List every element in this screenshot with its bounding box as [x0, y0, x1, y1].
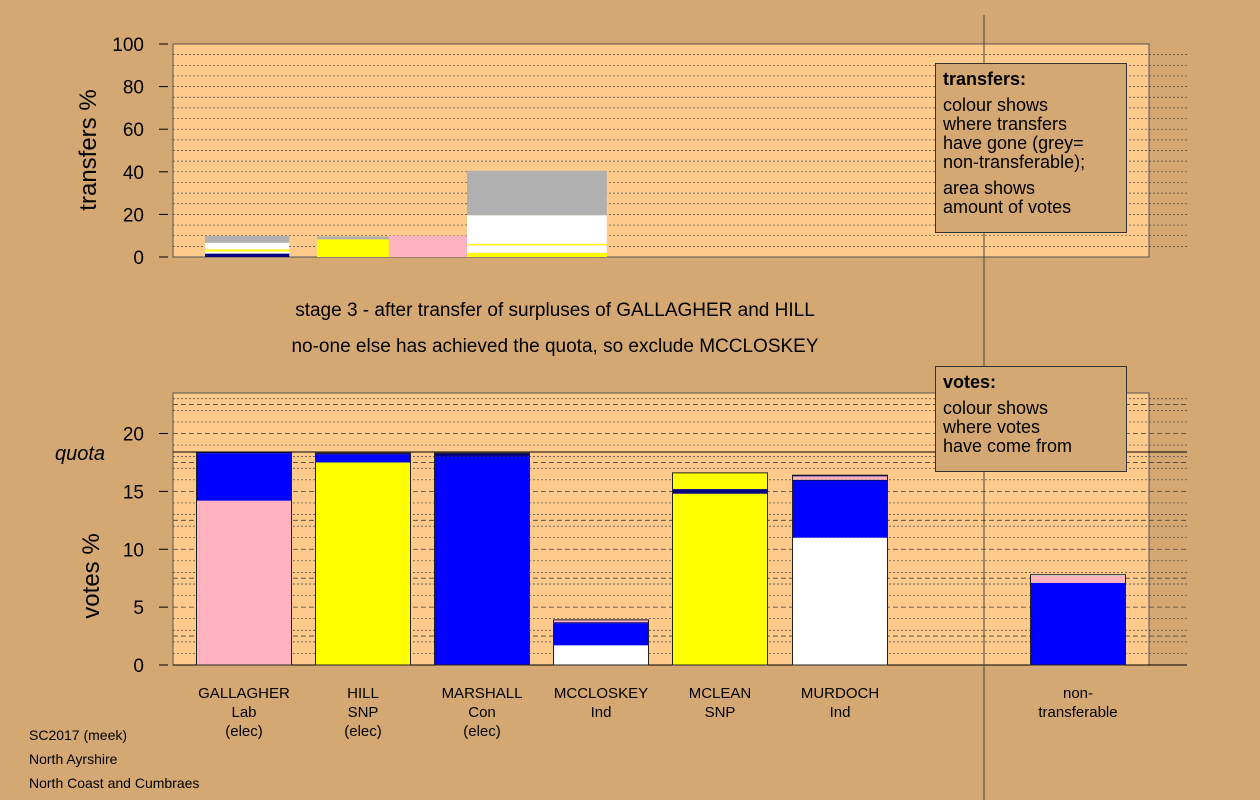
bottom-y-tick-label: 0 [133, 656, 144, 677]
votes-legend-line: where votes [943, 417, 1041, 437]
candidate-label: Ind [591, 704, 612, 721]
candidate-labels: GALLAGHER Lab (elec) HILL SNP (elec) MARSHALL C… [198, 685, 1117, 740]
vote-bar-outline [434, 452, 530, 666]
candidate-label: GALLAGHER [198, 685, 290, 702]
vote-segment [792, 537, 888, 665]
vote-segment [553, 623, 649, 646]
votes-legend-box: votes: colour shows where votes have com… [935, 366, 1127, 472]
transfer-segment [205, 251, 290, 254]
transfer-segment [205, 253, 290, 257]
vote-segment [434, 453, 530, 457]
vote-segment [553, 619, 649, 623]
vote-segment [553, 622, 649, 624]
candidate-label: (elec) [225, 723, 263, 740]
candidate-label: Ind [830, 704, 851, 721]
vote-segment [196, 500, 292, 665]
vote-bar-outline [792, 474, 888, 666]
vote-bars [196, 451, 1126, 666]
vote-bar-outline [553, 619, 649, 666]
vote-segment [315, 453, 411, 455]
candidate-label: SNP [348, 704, 379, 721]
candidate-label: (elec) [463, 723, 501, 740]
top-y-tick-label: 80 [123, 78, 144, 99]
top-y-tick-label: 20 [123, 205, 144, 226]
bottom-y-tick-label: 15 [123, 482, 144, 503]
vote-segment [434, 456, 530, 665]
vote-segment [792, 475, 888, 477]
footer-line: SC2017 (meek) [29, 727, 128, 743]
candidate-label: Con [468, 704, 496, 721]
bottom-y-ticks: 0 5 10 15 20 [123, 425, 168, 677]
candidate-label: Lab [231, 704, 256, 721]
vote-segment [672, 493, 768, 665]
transfers-legend-line: amount of votes [943, 197, 1072, 217]
candidate-label: MURDOCH [801, 685, 879, 702]
vote-segment [315, 454, 411, 463]
nontransferable-label: non- [1063, 685, 1093, 702]
transfer-segment [317, 236, 389, 240]
vote-segment [672, 472, 768, 490]
votes-legend-title: votes: [943, 372, 997, 392]
top-y-tick-label: 40 [123, 163, 144, 184]
vote-bar-outline [315, 452, 411, 666]
votes-legend-line: colour shows [943, 398, 1049, 418]
bottom-y-tick-label: 5 [133, 598, 144, 619]
vote-segment [792, 479, 888, 481]
transfers-legend-line: non-transferable); [943, 152, 1086, 172]
transfers-legend-line: where transfers [943, 114, 1068, 134]
transfer-segment [205, 235, 290, 243]
vote-bar-outline [672, 472, 768, 666]
candidate-label: MCLEAN [689, 685, 752, 702]
top-y-tick-label: 60 [123, 120, 144, 141]
candidate-label: HILL [347, 685, 379, 702]
transfer-segment [467, 170, 607, 216]
transfer-segment [467, 252, 607, 257]
vote-segment [553, 645, 649, 665]
vote-segment [792, 480, 888, 538]
vote-segment [792, 476, 888, 480]
transfer-segment [388, 235, 468, 257]
transfer-segment [317, 239, 389, 257]
vote-segment [1030, 574, 1126, 576]
quota-label: quota [55, 443, 105, 465]
transfers-legend-line: have gone (grey= [943, 133, 1084, 153]
transfers-legend-line: colour shows [943, 95, 1049, 115]
transfer-segment [467, 215, 607, 244]
vote-segment [1030, 582, 1126, 665]
transfer-segment [205, 242, 290, 250]
transfer-segment [205, 249, 290, 252]
transfers-legend-box: transfers: colour shows where transfers … [935, 63, 1127, 233]
top-y-ticks: 0 20 40 60 80 100 [112, 35, 168, 269]
transfer-bars [205, 170, 607, 257]
vote-segment [196, 453, 292, 501]
transfer-segment [467, 243, 607, 246]
transfer-segment [467, 245, 607, 253]
top-y-axis-label: transfers % [75, 89, 102, 210]
candidate-label: MARSHALL [442, 685, 523, 702]
vote-bar-outline [1030, 574, 1126, 666]
transfers-legend-title: transfers: [943, 69, 1027, 89]
transfers-legend-line: area shows [943, 178, 1036, 198]
bottom-y-axis-label: votes % [78, 533, 105, 618]
bottom-panel: 0 5 10 15 20 quota votes % GALLAGHER Lab (elec… [55, 392, 1187, 740]
bottom-y-tick-label: 20 [123, 425, 144, 446]
candidate-label: SNP [705, 704, 736, 721]
vote-segment [1030, 575, 1126, 583]
bottom-y-tick-label: 10 [123, 540, 144, 561]
candidate-label: MCCLOSKEY [554, 685, 648, 702]
votes-legend-line: have come from [943, 436, 1073, 456]
vote-segment [196, 452, 292, 454]
nontransferable-label: transferable [1038, 704, 1117, 721]
vote-segment [672, 489, 768, 494]
top-y-tick-label: 100 [112, 35, 144, 56]
vote-segment [315, 462, 411, 665]
top-y-tick-label: 0 [133, 248, 144, 269]
candidate-label: (elec) [344, 723, 382, 740]
footer-line: North Coast and Cumbraes [29, 775, 200, 791]
footer-line: North Ayrshire [29, 751, 118, 767]
stage-line-1: stage 3 - after transfer of surpluses of… [295, 300, 815, 321]
stage-line-2: no-one else has achieved the quota, so e… [291, 336, 819, 357]
